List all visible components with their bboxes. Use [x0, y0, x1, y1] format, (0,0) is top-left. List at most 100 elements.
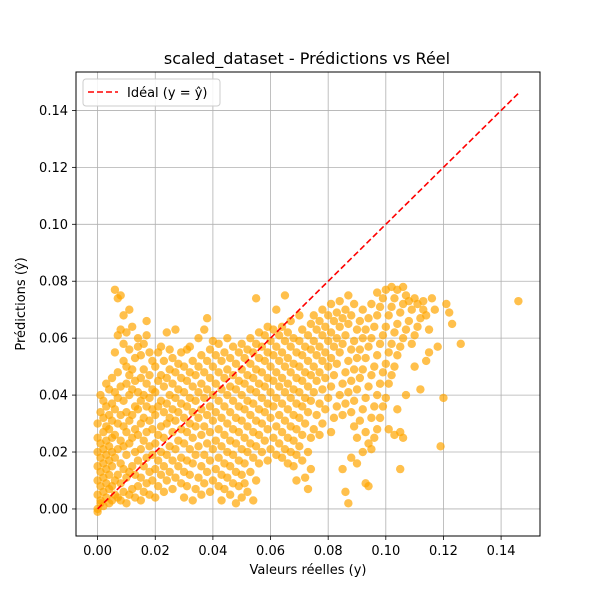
scatter-point	[312, 325, 321, 334]
scatter-point	[174, 462, 183, 471]
scatter-point	[122, 499, 131, 508]
scatter-point	[274, 439, 284, 448]
scatter-point	[266, 336, 275, 346]
scatter-point	[220, 484, 229, 494]
scatter-point	[136, 373, 146, 383]
scatter-point	[234, 348, 244, 357]
scatter-point	[188, 433, 197, 442]
scatter-point	[280, 416, 290, 425]
scatter-point	[200, 325, 209, 334]
scatter-point	[352, 325, 362, 334]
scatter-point	[272, 393, 281, 403]
scatter-point	[191, 450, 200, 460]
scatter-point	[237, 390, 246, 400]
scatter-point	[277, 427, 287, 437]
scatter-point	[295, 311, 304, 320]
scatter-point	[200, 368, 209, 377]
scatter-point	[104, 470, 114, 479]
scatter-point	[347, 345, 356, 354]
scatter-point	[375, 302, 385, 312]
scatter-point	[194, 413, 203, 423]
scatter-point	[344, 499, 353, 508]
scatter-point	[309, 388, 318, 397]
scatter-point	[303, 382, 313, 391]
scatter-point	[341, 487, 350, 497]
scatter-point	[142, 316, 151, 326]
scatter-point	[355, 345, 365, 354]
scatter-point	[151, 388, 160, 397]
scatter-point	[211, 407, 220, 417]
scatter-point	[364, 342, 373, 351]
scatter-point	[355, 416, 365, 425]
scatter-point	[358, 305, 367, 314]
scatter-point	[182, 402, 192, 411]
scatter-point	[338, 410, 347, 420]
scatter-point	[197, 462, 206, 471]
scatter-point	[104, 425, 114, 434]
scatter-point	[416, 385, 425, 394]
scatter-point	[375, 339, 385, 349]
scatter-point	[321, 405, 330, 414]
scatter-point	[338, 339, 347, 349]
scatter-point	[171, 393, 180, 403]
scatter-point	[326, 353, 336, 363]
scatter-point	[341, 399, 350, 408]
data-points	[93, 282, 523, 517]
scatter-point	[309, 336, 318, 346]
scatter-point	[272, 368, 281, 377]
y-tick-label: 0.08	[39, 275, 68, 290]
scatter-point	[370, 322, 379, 331]
scatter-point	[347, 453, 356, 462]
scatter-point	[153, 481, 163, 491]
scatter-point	[205, 487, 215, 497]
scatter-point	[179, 493, 189, 502]
scatter-point	[200, 393, 209, 403]
scatter-point	[387, 302, 396, 312]
scatter-point	[269, 433, 278, 442]
scatter-point	[257, 447, 267, 457]
scatter-point	[300, 419, 310, 428]
scatter-point	[185, 470, 195, 479]
scatter-point	[332, 333, 342, 343]
scatter-point	[303, 484, 313, 494]
scatter-point	[220, 373, 229, 383]
scatter-point	[231, 385, 241, 394]
scatter-point	[251, 442, 261, 451]
scatter-point	[234, 427, 244, 437]
scatter-point	[283, 353, 293, 363]
scatter-point	[358, 365, 367, 374]
scatter-point	[217, 496, 226, 505]
scatter-point	[254, 459, 264, 468]
scatter-point	[194, 473, 203, 482]
scatter-point	[110, 405, 120, 414]
scatter-point	[127, 365, 137, 374]
scatter-point	[347, 376, 356, 386]
scatter-point	[338, 464, 347, 474]
scatter-point	[280, 336, 290, 346]
scatter-point	[165, 345, 174, 354]
scatter-point	[303, 407, 313, 417]
scatter-point	[179, 439, 189, 448]
scatter-point	[191, 484, 200, 494]
scatter-point	[332, 359, 342, 368]
scatter-point	[211, 379, 220, 388]
scatter-point	[393, 351, 402, 360]
scatter-point	[347, 311, 356, 320]
scatter-point	[159, 433, 169, 442]
scatter-point	[286, 368, 295, 377]
scatter-point	[277, 453, 287, 462]
scatter-point	[162, 476, 171, 485]
scatter-point	[116, 479, 125, 488]
x-tick-label: 0.14	[487, 544, 516, 559]
scatter-point	[197, 405, 206, 414]
scatter-point	[214, 396, 223, 405]
scatter-point	[148, 476, 157, 485]
scatter-point	[165, 467, 174, 477]
scatter-point	[372, 390, 382, 400]
scatter-point	[171, 473, 180, 482]
scatter-point	[119, 339, 128, 349]
scatter-point	[292, 450, 301, 460]
scatter-point	[398, 433, 408, 442]
scatter-point	[387, 370, 396, 380]
scatter-point	[309, 311, 318, 320]
